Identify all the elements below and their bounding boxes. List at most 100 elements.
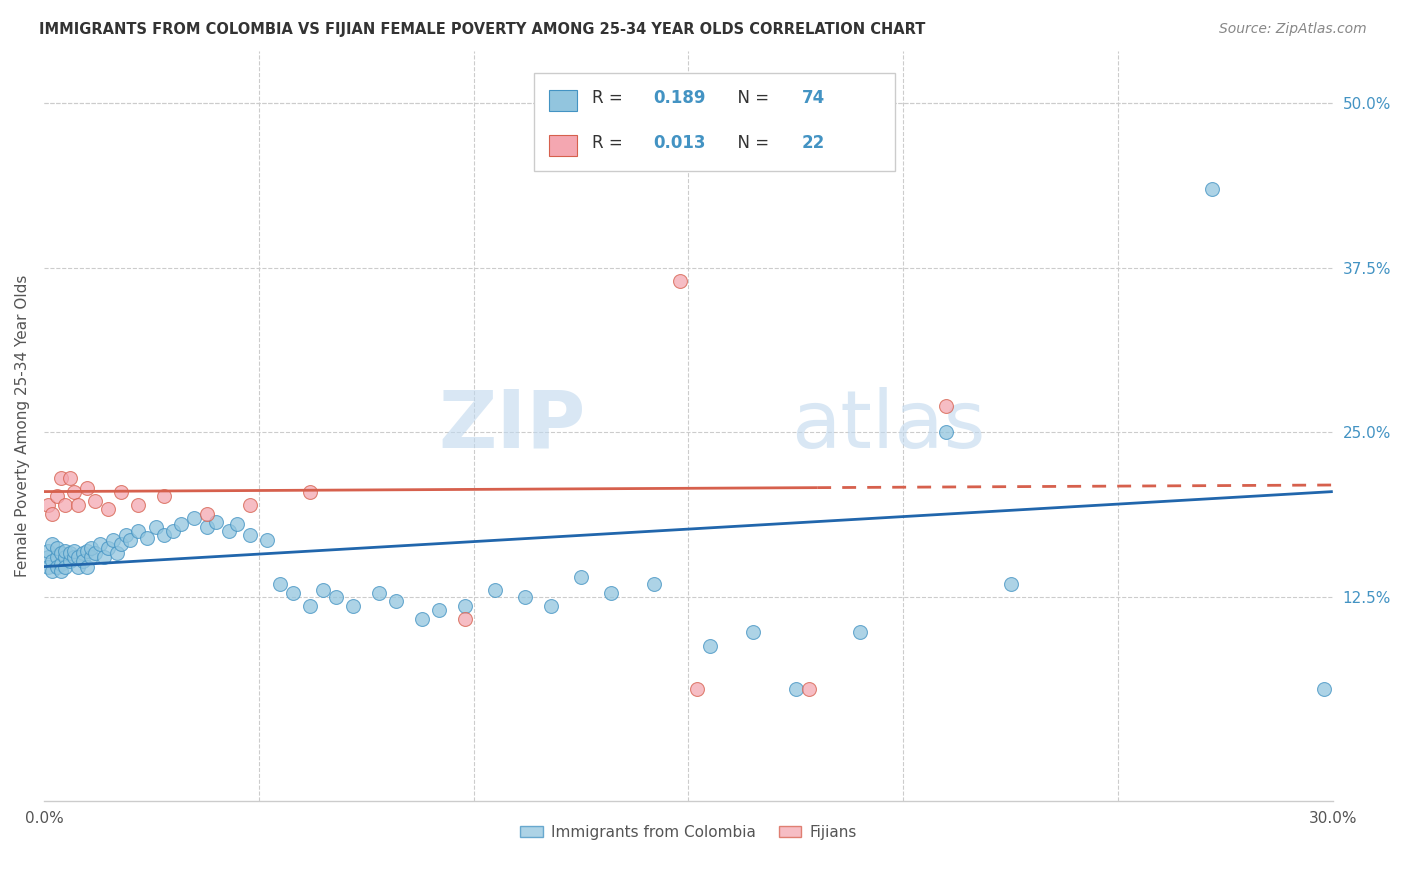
Point: [218, 524, 240, 538]
Point: [89, 537, 111, 551]
Point: [41, 537, 63, 551]
Point: [59, 546, 82, 560]
Point: [170, 517, 193, 532]
Point: [59, 554, 82, 568]
Point: [785, 681, 807, 696]
Text: N =: N =: [727, 134, 775, 152]
Point: [45, 550, 67, 565]
Text: 0.013: 0.013: [654, 134, 706, 152]
FancyBboxPatch shape: [550, 90, 578, 112]
Point: [53, 559, 76, 574]
Text: R =: R =: [592, 134, 627, 152]
Text: R =: R =: [592, 89, 627, 107]
Point: [849, 625, 872, 640]
Point: [204, 515, 226, 529]
Point: [686, 681, 709, 696]
Point: [67, 550, 90, 565]
Point: [101, 533, 124, 548]
Point: [239, 498, 262, 512]
Point: [93, 550, 115, 565]
Point: [668, 274, 690, 288]
Point: [41, 507, 63, 521]
Point: [484, 583, 506, 598]
Point: [97, 501, 120, 516]
Point: [741, 625, 763, 640]
FancyBboxPatch shape: [534, 73, 894, 170]
Point: [239, 528, 262, 542]
Point: [454, 599, 477, 613]
Point: [454, 612, 477, 626]
Point: [699, 639, 721, 653]
Point: [513, 590, 536, 604]
Point: [195, 507, 218, 521]
Point: [72, 546, 94, 560]
Point: [37, 544, 59, 558]
Point: [72, 554, 94, 568]
Point: [183, 511, 205, 525]
Point: [569, 570, 592, 584]
Point: [114, 528, 136, 542]
Point: [80, 550, 103, 565]
Point: [49, 564, 72, 578]
Point: [76, 544, 98, 558]
Point: [162, 524, 184, 538]
Point: [299, 484, 322, 499]
Point: [49, 471, 72, 485]
Point: [67, 498, 90, 512]
Point: [325, 590, 347, 604]
Point: [63, 550, 86, 565]
Point: [153, 489, 176, 503]
Point: [935, 399, 957, 413]
Point: [643, 576, 665, 591]
Point: [37, 498, 59, 512]
Point: [1201, 182, 1223, 196]
Point: [49, 546, 72, 560]
Text: 22: 22: [801, 134, 825, 152]
Point: [281, 586, 304, 600]
Point: [342, 599, 364, 613]
Point: [49, 557, 72, 571]
Point: [127, 524, 149, 538]
Point: [63, 484, 86, 499]
Point: [59, 471, 82, 485]
Point: [53, 544, 76, 558]
Point: [427, 603, 450, 617]
Point: [105, 546, 128, 560]
Point: [153, 528, 176, 542]
Point: [118, 533, 141, 548]
Point: [45, 559, 67, 574]
Point: [127, 498, 149, 512]
Point: [67, 559, 90, 574]
Point: [53, 498, 76, 512]
Point: [540, 599, 562, 613]
Y-axis label: Female Poverty Among 25-34 Year Olds: Female Poverty Among 25-34 Year Olds: [15, 275, 30, 577]
Point: [368, 586, 391, 600]
Point: [145, 520, 167, 534]
Point: [37, 559, 59, 574]
Point: [84, 493, 107, 508]
Point: [269, 576, 291, 591]
Point: [935, 425, 957, 440]
Text: Source: ZipAtlas.com: Source: ZipAtlas.com: [1219, 22, 1367, 37]
Text: 74: 74: [801, 89, 825, 107]
Point: [84, 546, 107, 560]
FancyBboxPatch shape: [550, 136, 578, 156]
Point: [299, 599, 322, 613]
Point: [110, 537, 132, 551]
Text: IMMIGRANTS FROM COLOMBIA VS FIJIAN FEMALE POVERTY AMONG 25-34 YEAR OLDS CORRELAT: IMMIGRANTS FROM COLOMBIA VS FIJIAN FEMAL…: [39, 22, 925, 37]
Point: [45, 541, 67, 556]
Point: [312, 583, 335, 598]
Point: [136, 531, 159, 545]
Point: [41, 564, 63, 578]
Point: [256, 533, 278, 548]
Point: [600, 586, 623, 600]
Point: [385, 594, 408, 608]
Legend: Immigrants from Colombia, Fijians: Immigrants from Colombia, Fijians: [515, 819, 863, 846]
Point: [80, 541, 103, 556]
Point: [45, 489, 67, 503]
Point: [97, 541, 120, 556]
Text: ZIP: ZIP: [439, 387, 585, 465]
Text: atlas: atlas: [792, 387, 986, 465]
Point: [1313, 681, 1336, 696]
Point: [226, 517, 249, 532]
